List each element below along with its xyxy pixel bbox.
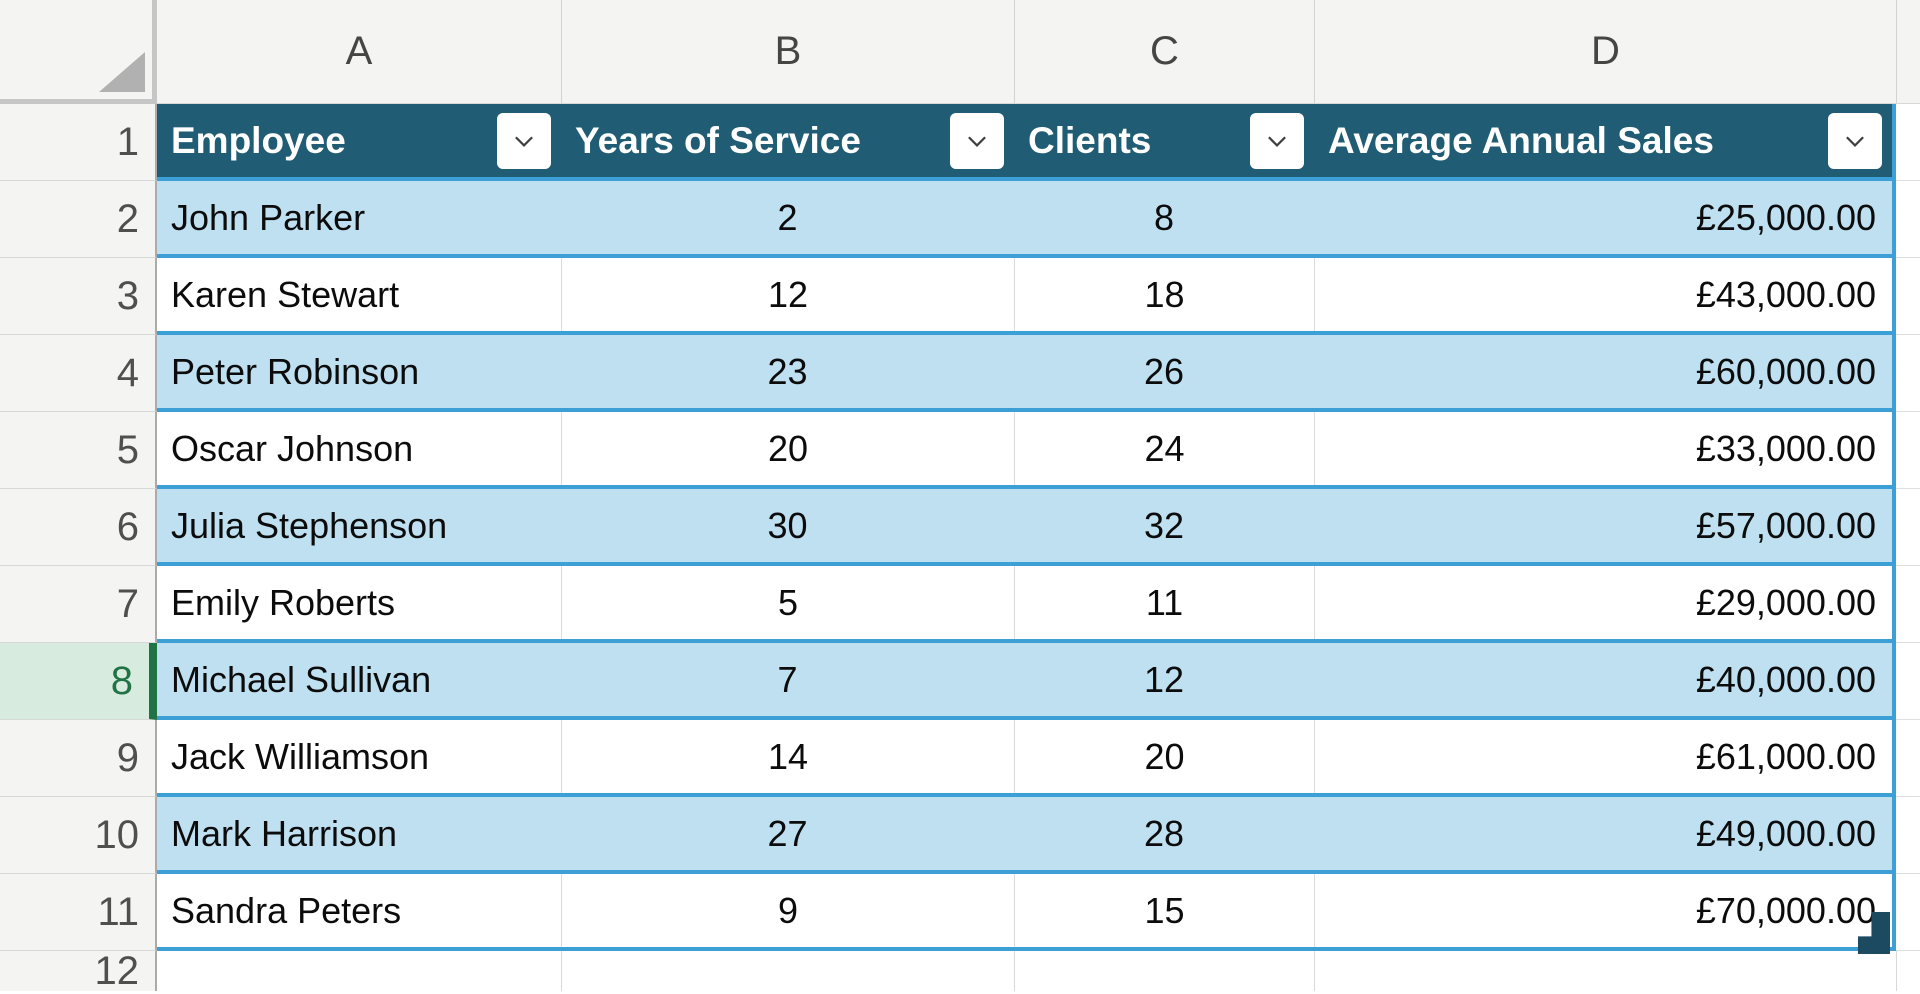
column-header-c[interactable]: C [1014, 0, 1314, 103]
empty-grid-area[interactable] [157, 951, 1920, 991]
row-header-12[interactable]: 12 [0, 949, 157, 993]
row-header-10[interactable]: 10 [0, 797, 157, 874]
gridline [1896, 951, 1897, 991]
cell-c10-clients[interactable]: 28 [1143, 812, 1185, 854]
cell-b9-years[interactable]: 14 [561, 720, 1014, 793]
cell-b10-years[interactable]: 27 [767, 812, 808, 854]
row-header-2[interactable]: 2 [0, 181, 157, 258]
gridline [1314, 951, 1315, 991]
cell-c6-clients[interactable]: 32 [1143, 504, 1185, 546]
cell-c11-clients[interactable]: 15 [1014, 874, 1314, 947]
table-row-active: Michael Sullivan 7 12 £40,000.00 [157, 643, 1896, 720]
chevron-down-icon [1268, 135, 1286, 147]
cell-a8-employee[interactable]: Michael Sullivan [171, 658, 432, 700]
header-label-employee: Employee [171, 119, 346, 161]
table-row: Sandra Peters 9 15 £70,000.00 [157, 874, 1896, 951]
table-row: Karen Stewart 12 18 £43,000.00 [157, 258, 1896, 335]
cell-b11-years[interactable]: 9 [561, 874, 1014, 947]
select-all-triangle-icon [99, 52, 145, 92]
header-label-clients: Clients [1028, 119, 1152, 161]
row-header-1[interactable]: 1 [0, 104, 157, 181]
header-cell-sales[interactable]: Average Annual Sales [1314, 104, 1892, 177]
cell-a7-employee[interactable]: Emily Roberts [171, 581, 396, 623]
row-header-8-active[interactable]: 8 [0, 643, 157, 720]
table-header-row: Employee Years of Service Clients Averag… [157, 104, 1896, 181]
row-header-strip: 1 2 3 4 5 6 7 8 9 10 11 12 [0, 104, 157, 993]
table-row: Julia Stephenson 30 32 £57,000.00 [157, 489, 1896, 566]
cell-a2-employee[interactable]: John Parker [171, 196, 366, 238]
header-label-sales: Average Annual Sales [1328, 119, 1714, 161]
header-label-years: Years of Service [575, 119, 861, 161]
cell-a5-employee[interactable]: Oscar Johnson [171, 427, 414, 469]
table-row: Peter Robinson 23 26 £60,000.00 [157, 335, 1896, 412]
cell-c7-clients[interactable]: 11 [1014, 566, 1314, 639]
column-header-strip: A B C D [157, 0, 1920, 104]
cell-a6-employee[interactable]: Julia Stephenson [171, 504, 448, 546]
filter-button-clients[interactable] [1250, 112, 1304, 169]
cell-b7-years[interactable]: 5 [561, 566, 1014, 639]
cell-d10-sales[interactable]: £49,000.00 [1695, 812, 1876, 854]
cell-d2-sales[interactable]: £25,000.00 [1695, 196, 1876, 238]
column-header-partial [1896, 0, 1920, 103]
table-row: Jack Williamson 14 20 £61,000.00 [157, 720, 1896, 797]
cell-d4-sales[interactable]: £60,000.00 [1695, 350, 1876, 392]
cell-b3-years[interactable]: 12 [561, 258, 1014, 331]
filter-button-years[interactable] [950, 112, 1004, 169]
select-all-corner[interactable] [0, 0, 157, 104]
row-header-4[interactable]: 4 [0, 335, 157, 412]
row-header-5[interactable]: 5 [0, 412, 157, 489]
cell-b8-years[interactable]: 7 [777, 658, 798, 700]
chevron-down-icon [515, 135, 533, 147]
table-row: Oscar Johnson 20 24 £33,000.00 [157, 412, 1896, 489]
cell-d8-sales[interactable]: £40,000.00 [1695, 658, 1876, 700]
chevron-down-icon [1846, 135, 1864, 147]
gridline [561, 951, 562, 991]
cell-b4-years[interactable]: 23 [767, 350, 808, 392]
cell-d7-sales[interactable]: £29,000.00 [1314, 566, 1892, 639]
cell-a4-employee[interactable]: Peter Robinson [171, 350, 420, 392]
column-header-a[interactable]: A [345, 29, 373, 73]
cell-d11-sales[interactable]: £70,000.00 [1314, 874, 1892, 947]
cell-d5-sales[interactable]: £33,000.00 [1314, 412, 1892, 485]
table-row: John Parker 2 8 £25,000.00 [157, 181, 1896, 258]
empty-grid-area-right [1896, 104, 1920, 951]
row-header-11[interactable]: 11 [0, 874, 157, 951]
chevron-down-icon [968, 135, 986, 147]
cell-a11-employee[interactable]: Sandra Peters [171, 889, 402, 931]
row-header-6[interactable]: 6 [0, 489, 157, 566]
filter-button-sales[interactable] [1828, 112, 1882, 169]
cell-a10-employee[interactable]: Mark Harrison [171, 812, 398, 854]
cell-d6-sales[interactable]: £57,000.00 [1695, 504, 1876, 546]
cell-c5-clients[interactable]: 24 [1014, 412, 1314, 485]
table-row: Mark Harrison 27 28 £49,000.00 [157, 797, 1896, 874]
cell-d9-sales[interactable]: £61,000.00 [1314, 720, 1892, 793]
column-header-b[interactable]: B [561, 0, 1014, 103]
cell-b5-years[interactable]: 20 [561, 412, 1014, 485]
cell-c2-clients[interactable]: 8 [1153, 196, 1175, 238]
cell-c4-clients[interactable]: 26 [1143, 350, 1185, 392]
cell-b2-years[interactable]: 2 [777, 196, 798, 238]
filter-button-employee[interactable] [497, 112, 551, 169]
cell-b6-years[interactable]: 30 [767, 504, 808, 546]
header-cell-employee[interactable]: Employee [157, 104, 561, 177]
column-header-d[interactable]: D [1314, 0, 1896, 103]
cell-c3-clients[interactable]: 18 [1014, 258, 1314, 331]
header-cell-clients[interactable]: Clients [1014, 104, 1314, 177]
gridline [1014, 951, 1015, 991]
row-header-7[interactable]: 7 [0, 566, 157, 643]
row-header-9[interactable]: 9 [0, 720, 157, 797]
table-row: Emily Roberts 5 11 £29,000.00 [157, 566, 1896, 643]
excel-table: Employee Years of Service Clients Averag… [157, 104, 1896, 951]
header-cell-years[interactable]: Years of Service [561, 104, 1014, 177]
cell-c8-clients[interactable]: 12 [1143, 658, 1185, 700]
cell-c9-clients[interactable]: 20 [1014, 720, 1314, 793]
row-header-3[interactable]: 3 [0, 258, 157, 335]
cell-a3-employee[interactable]: Karen Stewart [171, 273, 400, 315]
cell-d3-sales[interactable]: £43,000.00 [1314, 258, 1892, 331]
cell-a9-employee[interactable]: Jack Williamson [171, 735, 430, 777]
